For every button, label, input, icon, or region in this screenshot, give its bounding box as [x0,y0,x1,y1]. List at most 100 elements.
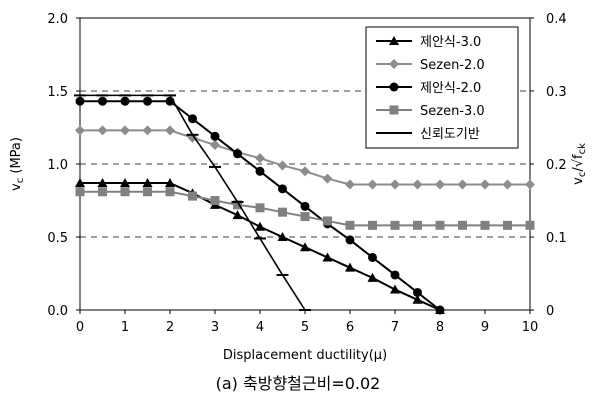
y-tick-label: 1.5 [47,85,68,100]
legend-label: Sezen-2.0 [420,58,485,73]
x-tick-label: 10 [522,320,539,335]
data-point [390,220,400,230]
legend-item: 신뢰도기반 [376,127,480,142]
legend: 제안식-3.0 Sezen-2.0 제안식-2.0 Sezen-3.0 신뢰도기반 [365,26,519,149]
y-tick-label: 1.0 [47,158,68,173]
series-5 [74,94,311,311]
series-1 [75,177,445,314]
y-axis-title: vc (MPa) [9,137,26,191]
data-point [412,294,423,304]
data-point [322,173,333,184]
data-point [300,242,310,252]
data-point [480,179,490,190]
x-tick-label: 8 [436,320,444,335]
data-point [300,212,310,222]
legend-swatch-marker [389,36,399,45]
data-point [345,235,355,245]
series-3 [75,96,445,315]
data-point [345,262,355,272]
data-point [97,125,108,136]
y2-tick-label: 0.2 [546,158,567,173]
data-point [413,287,422,297]
data-point [98,187,107,197]
data-point [232,210,243,220]
data-point [255,203,265,213]
data-point [233,149,242,159]
x-axis-title: Displacement ductility(μ) [223,348,387,363]
data-point [210,196,220,205]
data-point [120,187,130,197]
data-point [457,179,468,190]
x-tick-label: 0 [76,320,84,335]
data-point [277,232,288,241]
data-point [255,221,265,231]
data-point [278,184,287,194]
legend-item: Sezen-2.0 [376,58,485,73]
data-point [300,201,310,211]
data-point [210,140,220,151]
y2-tick-label: 0.4 [546,12,567,27]
data-point [98,96,107,106]
data-point [255,166,265,176]
legend-swatch-marker [389,59,399,69]
y2-tick-label: 0.3 [546,85,567,100]
series-line [80,181,441,311]
legend-item: Sezen-3.0 [376,104,485,119]
x-tick-label: 9 [481,320,489,335]
data-point [412,179,423,190]
data-point [435,305,445,315]
data-point [345,220,355,230]
x-tick-label: 5 [301,320,309,335]
data-point [300,166,310,177]
data-point [255,153,265,164]
data-point [120,177,130,187]
data-point [142,177,153,187]
legend-item: 제안식-2.0 [376,81,481,96]
series-4 [75,187,535,230]
figure-caption: (a) 축방향철근비=0.02 [215,374,381,393]
data-point [390,284,400,294]
data-point [278,207,287,217]
data-point [120,96,130,106]
data-point [143,96,152,106]
y-tick-label: 2.0 [47,12,68,27]
data-point [75,125,85,136]
legend-swatch-marker [389,105,399,115]
data-point [413,220,422,230]
legend-label: 신뢰도기반 [420,127,480,142]
y2-axis-title: vc/√fck [571,143,588,185]
y2-tick-label: 0.1 [546,231,567,246]
y-tick-label: 0.5 [47,231,68,246]
data-point [165,187,175,197]
legend-label: 제안식-2.0 [420,81,481,96]
data-point [75,187,85,197]
x-tick-label: 3 [211,320,219,335]
data-point [120,125,130,136]
x-tick-label: 2 [166,320,174,335]
data-point [233,200,242,210]
data-point [367,179,378,190]
data-point [390,179,400,190]
data-point [75,177,85,187]
x-tick-label: 7 [391,320,399,335]
data-point [165,177,175,187]
data-point [435,179,445,190]
data-point [368,220,377,230]
data-point [97,177,108,187]
data-point [75,96,85,106]
legend-label: 제안식-3.0 [420,35,481,50]
legend-item: 제안식-3.0 [376,35,481,50]
data-point [322,252,333,262]
x-tick-label: 1 [121,320,129,335]
data-point [368,252,377,262]
chart: 0.0 0.5 1.0 1.5 2.0 0 0.1 0.2 0.3 0.4 0 1 2 3 4 5 6 7 8 9 10… [9,12,588,363]
x-tick-label: 6 [346,320,354,335]
data-point [390,270,400,280]
series-line [80,94,306,311]
data-point [458,220,467,230]
data-point [345,179,355,190]
data-point [143,187,152,197]
series-layer [74,94,535,315]
data-point [502,179,513,190]
data-point [480,220,490,230]
